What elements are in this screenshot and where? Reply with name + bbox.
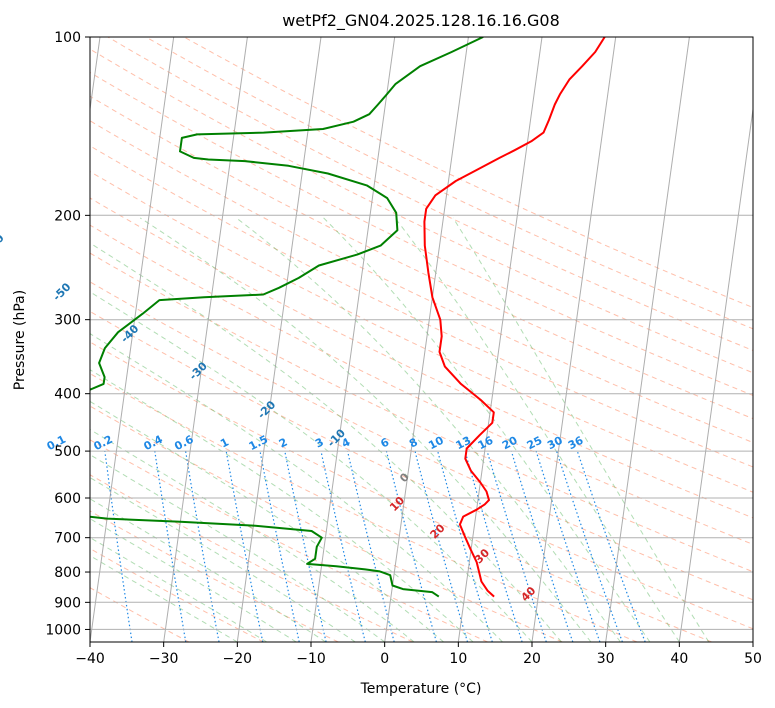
dewpoint-profile [90,37,484,598]
isotherm [384,37,469,642]
moist-adiabat [90,369,474,642]
moist-adiabat [323,217,651,642]
mixing-ratio-line [104,451,133,642]
y-tick-label: 200 [54,208,81,224]
mixing-ratio-label: 30 [545,434,565,453]
x-tick-label: −40 [75,651,105,667]
isotherm [236,37,322,642]
mixing-ratio-line [414,450,469,642]
x-axis-title: Temperature (°C) [360,681,482,697]
mixing-ratio-label: 13 [454,434,474,453]
dry-adiabat [90,510,339,642]
mixing-ratio-line [486,450,547,642]
mixing-ratio-label: 36 [566,434,586,453]
dry-adiabat [90,145,753,468]
dry-adiabat [90,310,753,630]
mixing-ratio-label: 10 [426,434,446,453]
isotherm [678,105,753,642]
x-tick-label: −20 [223,651,253,667]
moist-adiabat [139,217,592,642]
x-tick-label: 30 [597,651,615,667]
mixing-ratio-line [576,450,646,642]
y-tick-label: 500 [54,444,81,460]
y-axis-title: Pressure (hPa) [12,290,28,390]
gridlines [90,37,753,642]
mixing-ratio-line [385,450,437,642]
mixing-ratio-line [259,450,300,642]
mixing-ratio-line [154,451,187,642]
moist-adiabat [90,428,415,642]
x-tick-label: 10 [449,651,467,667]
dry-adiabat [145,37,753,330]
mixing-ratio-line [535,450,601,642]
moist-adiabat [90,498,326,642]
plot-frame [89,36,754,643]
x-tick-label: 0 [380,651,389,667]
dry-adiabat [107,37,753,351]
x-axis: −40 −30 −20 −10 0 10 20 30 40 50 [75,642,762,667]
dry-adiabat [90,95,753,420]
moist-adiabat [90,454,385,642]
y-tick-label: 600 [54,491,81,507]
dry-adiabat [90,170,753,493]
mixing-ratio-line [556,450,623,642]
mixing-ratio-line [437,450,493,642]
isotherm-label: -60 [0,231,7,254]
dry-adiabat [90,71,753,396]
y-tick-label: 700 [54,531,81,547]
isotherm [90,37,175,642]
dry-adiabat [90,474,414,642]
x-tick-label: −10 [296,651,326,667]
y-tick-label: 1000 [45,622,81,638]
y-axis: 100 200 300 400 500 600 700 800 900 1000 [45,30,90,638]
x-tick-label: 20 [523,651,541,667]
mixing-ratio-line [510,450,574,642]
mixing-ratio-line [185,451,220,642]
isotherm [605,37,690,642]
y-tick-label: 400 [54,387,81,403]
dry-adiabat [90,341,712,642]
mixing-ratio-label: 20 [500,434,520,453]
y-tick-label: 900 [54,595,81,611]
mixing-ratio-label: 16 [476,434,496,453]
isotherm [163,37,248,642]
mixing-ratio-line [225,450,264,642]
moist-adiabat [90,242,562,642]
x-tick-label: 40 [670,651,688,667]
data-series [90,37,606,598]
moist-adiabat [235,217,621,642]
mixing-ratio-line [347,450,395,642]
moist-adiabat [452,217,710,642]
x-tick-label: 50 [744,651,762,667]
chart-title: wetPf2_GN04.2025.128.16.16.G08 [282,11,560,31]
moist-adiabat [90,555,238,642]
dry-adiabat [90,48,753,374]
mixing-ratio-label: 25 [525,434,545,453]
moist-adiabat [90,477,356,642]
moist-adiabat [90,536,268,642]
x-tick-label: −30 [149,651,179,667]
isotherm [310,37,396,642]
moist-adiabat [90,400,444,642]
isotherm [531,37,617,642]
temperature-profile [423,37,606,598]
mixing-ratio-line [284,450,327,642]
y-tick-label: 800 [54,565,81,581]
dry-adiabat [90,373,638,642]
mixing-ratio-line [464,450,523,642]
y-tick-label: 100 [54,30,81,46]
mixing-ratio-line [320,450,366,642]
moist-adiabat [394,217,680,642]
moist-adiabat [90,333,503,642]
isotherm [457,37,543,642]
y-tick-label: 300 [54,313,81,329]
